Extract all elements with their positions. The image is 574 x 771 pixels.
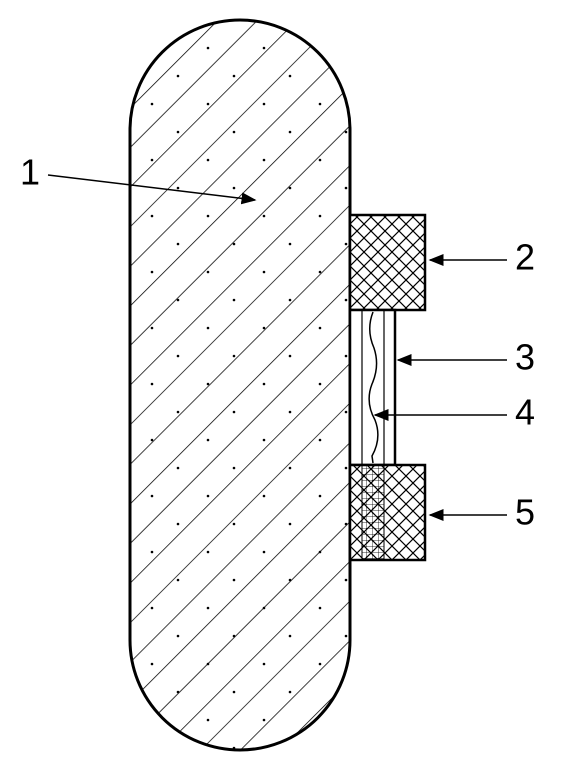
label-2: 2 bbox=[515, 237, 535, 278]
label-5: 5 bbox=[515, 492, 535, 533]
outer-tube-part-3 bbox=[350, 310, 395, 465]
bottom-block-part-5 bbox=[350, 465, 425, 560]
middle-column bbox=[350, 310, 395, 465]
top-block-part-2 bbox=[350, 215, 425, 310]
technical-diagram: 1 2 3 4 5 bbox=[0, 0, 574, 771]
label-4: 4 bbox=[515, 392, 535, 433]
label-3: 3 bbox=[515, 337, 535, 378]
label-1: 1 bbox=[20, 152, 40, 193]
main-body-part-1 bbox=[130, 20, 350, 750]
